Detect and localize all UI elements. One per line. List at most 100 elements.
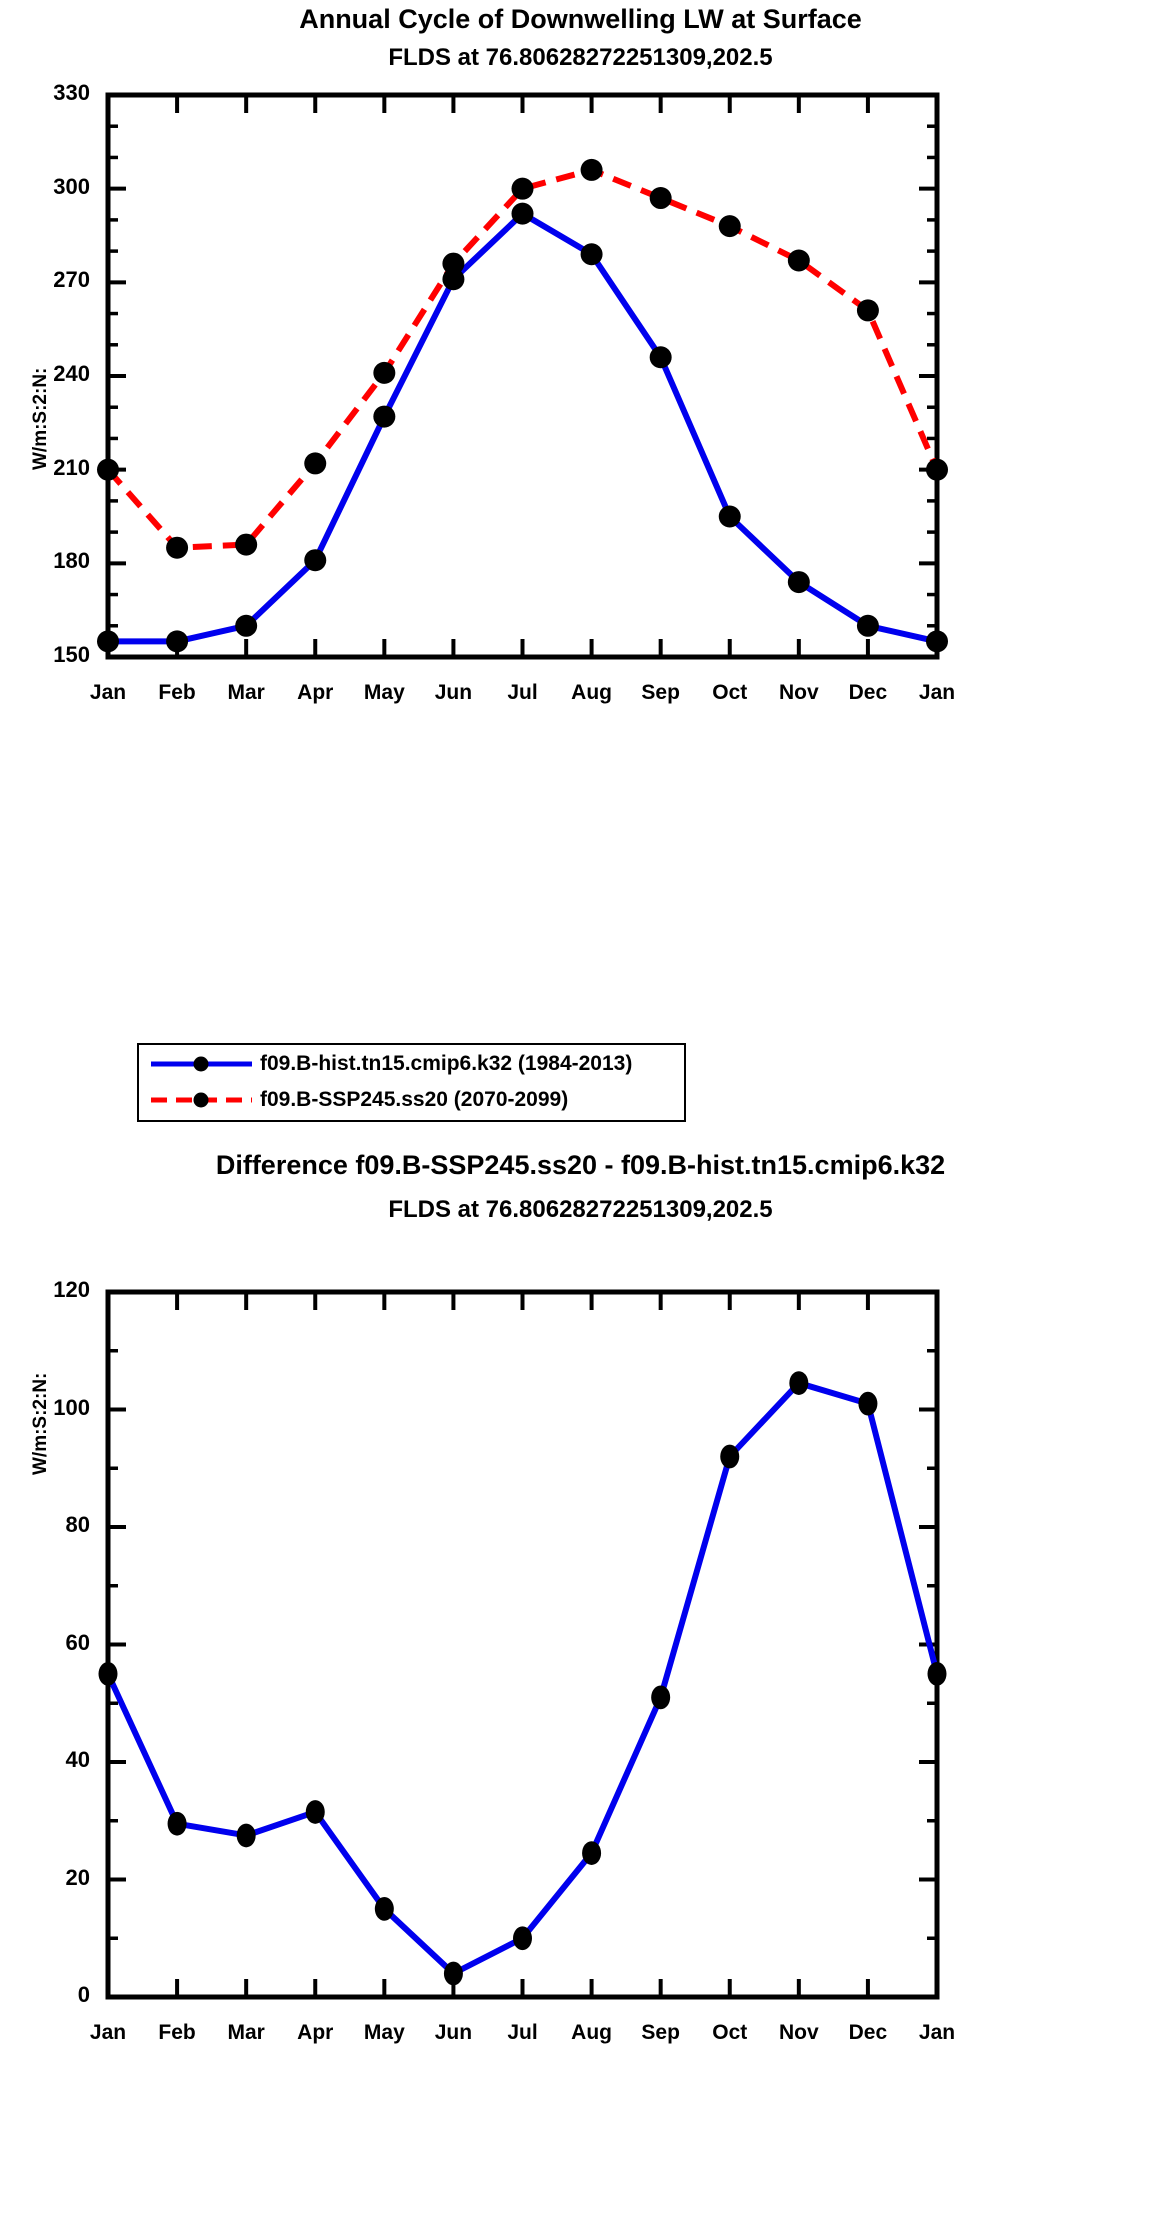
data-point [373, 405, 396, 428]
data-point [582, 1841, 602, 1865]
x-axis-tick-label: Jul [507, 2021, 538, 2044]
x-axis-tick-label: Sep [641, 681, 680, 704]
y-axis-tick-label: 120 [53, 1277, 90, 1302]
data-point [305, 1800, 325, 1824]
data-point [235, 614, 258, 637]
x-axis-tick-label: Jun [434, 681, 473, 704]
y-axis-tick-label: 150 [53, 642, 90, 667]
bottom-chart-panel: 0 20 40 60 80 100 120 Jan Feb Mar Apr May Jun Jul Aug S… [0, 1150, 1161, 2231]
data-point [787, 249, 810, 272]
x-axis-tick-label: Dec [848, 2021, 888, 2044]
legend-swatch-hist [151, 1056, 252, 1072]
top-chart-plot [97, 92, 948, 660]
y-axis-tick-label: 180 [53, 548, 90, 574]
series-line-1 [105, 166, 940, 551]
data-point [720, 1444, 740, 1469]
data-point [167, 1811, 187, 1836]
bottom-chart-plot [98, 1289, 947, 2000]
x-axis-tick-label: Jan [918, 2021, 956, 2044]
data-point [235, 533, 258, 556]
data-point [513, 1926, 532, 1951]
data-point [166, 630, 189, 653]
x-axis-tick-label: Jul [507, 681, 538, 704]
data-point [858, 1391, 878, 1416]
data-point [374, 1897, 394, 1921]
legend: f09.B-hist.tn15.cmip6.k32 (1984-2013) f0… [137, 1043, 686, 1122]
y-axis-tick-label: 40 [65, 1747, 90, 1772]
x-axis-tick-label: Dec [848, 681, 888, 704]
data-point [97, 458, 119, 481]
y-axis-tick-label: 300 [53, 173, 90, 199]
data-point [236, 1823, 256, 1848]
legend-label-hist: f09.B-hist.tn15.cmip6.k32 (1984-2013) [260, 1052, 633, 1075]
data-point [649, 187, 672, 210]
y-axis-title: W/m:S:2:N: [30, 367, 51, 470]
x-axis-tick-label: Sep [641, 2021, 680, 2044]
data-point [442, 268, 465, 291]
data-point [856, 614, 879, 637]
x-axis-tick-label: Jan [89, 2021, 127, 2044]
data-point [580, 158, 603, 181]
data-point [98, 1662, 118, 1686]
data-point [304, 452, 327, 475]
data-point [304, 549, 327, 572]
y-axis-title: W/m:S:2:N: [30, 1372, 51, 1475]
x-axis-tick-label: Apr [297, 681, 334, 704]
x-axis-tick-label: Aug [571, 681, 612, 704]
x-axis-tick-label: May [363, 681, 405, 704]
data-point [787, 571, 810, 594]
data-point [443, 1961, 463, 1986]
data-point [373, 361, 396, 384]
difference-chart-title: Difference f09.B-SSP245.ss20 - f09.B-his… [215, 1150, 946, 1180]
data-point [856, 299, 879, 322]
y-axis-tick-label: 330 [53, 80, 90, 105]
data-point [718, 215, 741, 238]
y-axis-tick-label: 270 [53, 267, 90, 293]
data-point [649, 346, 672, 369]
y-axis-tick-label: 0 [77, 1982, 90, 2007]
x-axis-tick-label: Oct [712, 681, 748, 704]
x-axis-tick-label: Aug [571, 2021, 612, 2044]
data-point [926, 630, 948, 653]
data-point [718, 505, 741, 528]
data-point [442, 252, 465, 275]
x-axis-tick-label: Mar [227, 681, 265, 704]
x-axis-tick-label: Nov [778, 681, 819, 704]
series-line-0 [105, 1380, 940, 1977]
top-chart-panel: 150 180 210 240 270 300 330 Jan Feb Mar Apr May Jun J… [0, 0, 1161, 1010]
y-axis-tick-label: 210 [53, 454, 90, 480]
y-axis-tick-label: 100 [53, 1394, 90, 1420]
y-axis-tick-label: 20 [65, 1864, 90, 1890]
data-point [926, 458, 948, 481]
y-axis-tick-label: 60 [65, 1629, 90, 1655]
top-chart-subtitle: FLDS at 76.80628272251309,202.5 [388, 44, 773, 71]
x-axis-tick-label: Jan [89, 681, 127, 704]
legend-item-1: f09.B-SSP245.ss20 (2070-2099) [149, 1083, 568, 1117]
data-point [511, 202, 534, 225]
data-point [651, 1685, 671, 1710]
x-axis-tick-label: Nov [778, 2021, 819, 2044]
data-point [97, 630, 119, 653]
y-axis-tick-label: 80 [65, 1512, 90, 1537]
x-axis-tick-label: Oct [712, 2021, 748, 2044]
legend-label-ssp245: f09.B-SSP245.ss20 (2070-2099) [260, 1088, 569, 1111]
data-point [511, 177, 534, 200]
data-point [789, 1371, 809, 1395]
x-axis-tick-label: Feb [158, 2021, 196, 2044]
series-line-0 [108, 210, 938, 645]
legend-item-0: f09.B-hist.tn15.cmip6.k32 (1984-2013) [149, 1047, 632, 1081]
data-point [166, 536, 189, 559]
data-point [927, 1662, 947, 1686]
x-axis-tick-label: Jan [918, 681, 956, 704]
x-axis-tick-label: May [363, 2021, 405, 2044]
legend-swatch-ssp245 [151, 1092, 252, 1108]
y-axis-tick-label: 240 [53, 361, 90, 386]
x-axis-tick-label: Mar [227, 2021, 265, 2044]
data-point [580, 243, 603, 266]
x-axis-tick-label: Jun [434, 2021, 473, 2044]
page-title: Annual Cycle of Downwelling LW at Surfac… [299, 4, 862, 34]
bottom-chart-subtitle: FLDS at 76.80628272251309,202.5 [388, 1196, 773, 1223]
x-axis-tick-label: Feb [158, 681, 196, 704]
x-axis-tick-label: Apr [297, 2021, 334, 2044]
